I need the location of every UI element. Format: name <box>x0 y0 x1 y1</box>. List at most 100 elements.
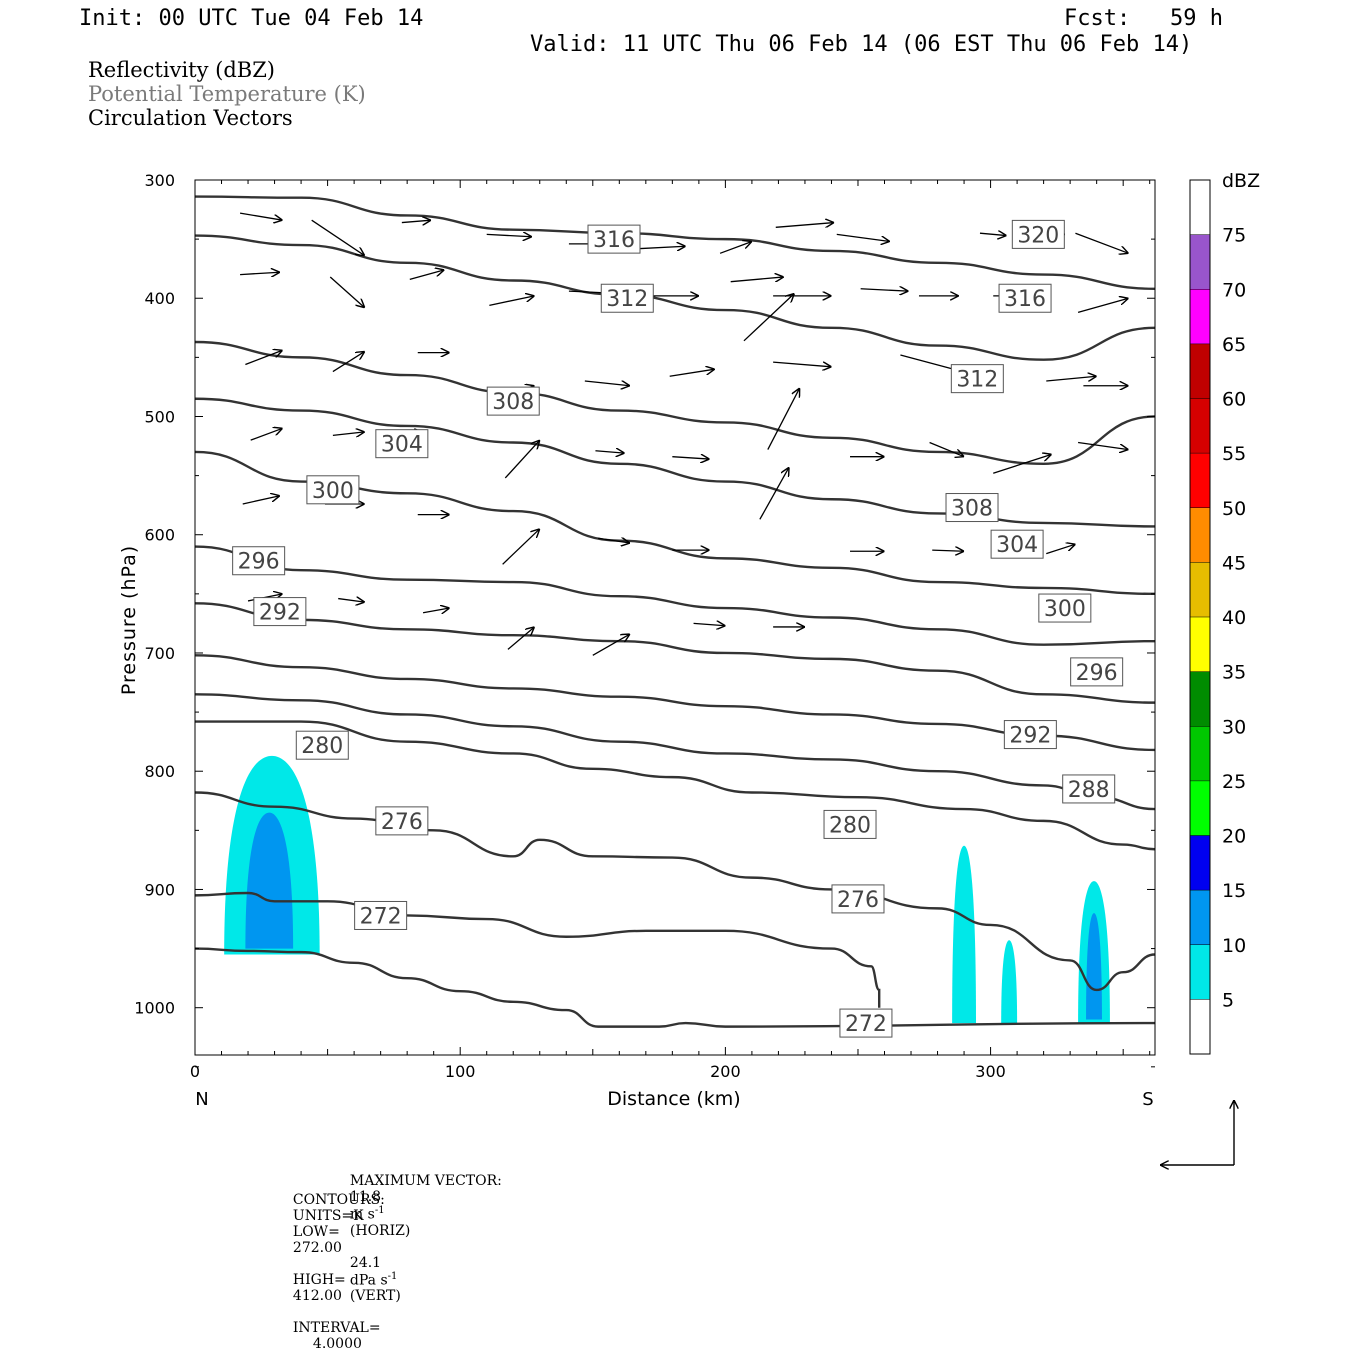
circulation-vector <box>1077 298 1128 314</box>
colorbar-swatch <box>1190 835 1210 891</box>
legend-potential-temperature: Potential Temperature (K) <box>88 82 366 106</box>
circulation-vector <box>743 294 794 342</box>
colorbar-level-label: 75 <box>1222 225 1246 247</box>
circulation-vector <box>767 388 800 450</box>
contour-label-292: 292 <box>1009 724 1051 749</box>
theta-contour-272 <box>195 947 1155 1028</box>
contour-label-box <box>950 364 1004 394</box>
contour-label-box <box>600 283 654 313</box>
theta-contour-292 <box>195 654 1155 752</box>
contour-label-box <box>375 806 429 836</box>
circulation-vector <box>245 350 282 366</box>
circulation-vector <box>1046 376 1096 382</box>
reflectivity-layer <box>224 755 1110 1024</box>
circulation-vector <box>1075 232 1128 253</box>
colorbar-swatch <box>1190 671 1210 727</box>
contour-label-box <box>1062 774 1116 804</box>
circulation-vector <box>332 351 365 373</box>
theta-contour-320 <box>195 195 1155 290</box>
circulation-vector-layer <box>239 212 1128 656</box>
theta-contour-272 <box>195 891 881 1008</box>
contour-label-276: 276 <box>837 888 879 913</box>
contour-label-304: 304 <box>996 533 1038 558</box>
contour-label-box <box>990 529 1044 559</box>
legend-reflectivity: Reflectivity (dBZ) <box>88 58 276 82</box>
colorbar-level-label: 30 <box>1222 716 1246 738</box>
circulation-vector <box>993 454 1051 474</box>
circulation-vector <box>929 441 964 457</box>
contours-high-value: 412.00 <box>292 1288 342 1304</box>
contour-label-box <box>831 884 885 914</box>
contour-label-308: 308 <box>951 497 993 522</box>
x-left-end-label: N <box>195 1089 208 1110</box>
legend-circulation-vectors: Circulation Vectors <box>88 106 293 130</box>
colorbar-swatch <box>1190 562 1210 617</box>
circulation-vector <box>860 289 909 291</box>
contour-label-304: 304 <box>381 433 423 458</box>
contour-label-box <box>587 224 641 254</box>
y-tick-label: 800 <box>144 762 175 781</box>
circulation-vector <box>640 246 686 248</box>
y-tick-label: 500 <box>144 407 175 426</box>
contour-label-312: 312 <box>606 287 648 312</box>
contour-label-296: 296 <box>238 550 280 575</box>
colorbar-swatch <box>1190 999 1210 1054</box>
max-vector-label: MAXIMUM VECTOR: <box>349 1173 502 1189</box>
colorbar-swatch <box>1190 780 1210 836</box>
contour-label-300: 300 <box>312 479 354 504</box>
contour-label-300: 300 <box>1044 597 1086 622</box>
contour-label-box <box>1070 657 1124 687</box>
contour-label-box <box>354 900 408 930</box>
contour-label-272: 272 <box>845 1012 887 1037</box>
x-tick-label: 0 <box>190 1062 200 1081</box>
circulation-vector <box>239 212 282 220</box>
colorbar-swatch <box>1190 398 1210 454</box>
colorbar-level-label: 15 <box>1222 880 1246 902</box>
circulation-vector <box>401 220 431 222</box>
colorbar-swatch <box>1190 234 1210 290</box>
circulation-vector <box>669 369 715 377</box>
theta-contour-312 <box>195 340 1155 465</box>
circulation-vector <box>504 440 539 479</box>
contour-label-box <box>306 475 360 505</box>
contours-low-value: 272.00 <box>292 1240 342 1256</box>
x-tick-label: 300 <box>975 1062 1006 1081</box>
contour-label-box <box>1038 593 1092 623</box>
circulation-vector <box>584 381 630 386</box>
circulation-vector <box>595 451 624 453</box>
valid-time: Valid: 11 UTC Thu 06 Feb 14 (06 EST Thu … <box>530 32 1193 57</box>
theta-contour-288 <box>195 693 1155 811</box>
reflectivity-cell-2 <box>952 845 976 1024</box>
reflectivity-cell-1 <box>245 812 294 949</box>
contour-label-box <box>375 429 429 459</box>
reference-vector-arrows <box>1160 1100 1234 1165</box>
circulation-vector <box>693 623 726 625</box>
colorbar-swatch <box>1190 507 1210 563</box>
contour-label-280: 280 <box>301 734 343 759</box>
circulation-vector <box>759 467 789 520</box>
forecast-hour: Fcst: 59 h <box>1064 6 1223 31</box>
init-time: Init: 00 UTC Tue 04 Feb 14 <box>79 6 424 31</box>
contour-label-296: 296 <box>1076 661 1118 686</box>
circulation-vector <box>773 361 831 367</box>
reflectivity-cell-3 <box>1001 940 1018 1024</box>
colorbar-swatch <box>1190 944 1210 1000</box>
contour-label-320: 320 <box>1017 223 1059 248</box>
colorbar: 5 10 15 20 25 30 35 40 45 50 55 60 65 70 75 <box>1189 179 1246 1055</box>
circulation-vector <box>409 270 444 280</box>
x-tick-label: 100 <box>445 1062 476 1081</box>
circulation-vector <box>338 599 365 603</box>
circulation-vector <box>250 428 283 441</box>
contour-label-288: 288 <box>1068 778 1110 803</box>
colorbar-level-label: 25 <box>1222 771 1246 793</box>
contour-label-box <box>945 493 999 523</box>
contour-label-box <box>998 283 1052 313</box>
colorbar-swatch <box>1190 617 1210 672</box>
circulation-vector <box>242 496 280 505</box>
circulation-vector <box>486 234 532 236</box>
theta-contour-280 <box>195 720 1155 851</box>
axis-layer: 300 400 500 600 700 800 900 1000 0 100 200 300 <box>134 171 1155 1081</box>
x-right-end-label: S <box>1142 1089 1153 1110</box>
contours-high-label: HIGH= <box>292 1272 346 1288</box>
colorbar-level-label: 60 <box>1222 389 1246 411</box>
